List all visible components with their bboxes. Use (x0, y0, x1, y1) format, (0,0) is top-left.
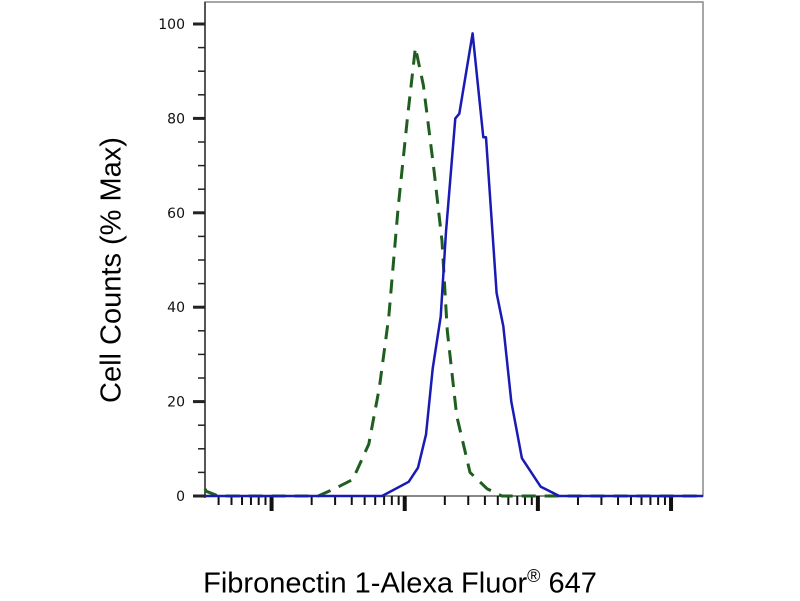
registered-mark: ® (527, 566, 541, 586)
y-tick-label: 80 (167, 111, 185, 127)
y-tick-label: 100 (158, 17, 185, 33)
y-tick-label: 20 (167, 395, 185, 411)
control-histogram-line (203, 46, 703, 498)
y-tick-label: 40 (167, 300, 185, 316)
y-tick-label: 60 (167, 206, 185, 222)
x-axis-label-tail: 647 (540, 567, 597, 600)
sample-histogram-line (205, 32, 703, 498)
x-axis-label: Fibronectin 1-Alexa Fluor® 647 (0, 566, 800, 601)
y-axis-label: Cell Counts (% Max) (95, 137, 128, 403)
x-axis-label-main: Fibronectin 1-Alexa Fluor (203, 567, 528, 600)
plot-frame (204, 1, 704, 497)
y-tick-label: 0 (176, 489, 185, 505)
